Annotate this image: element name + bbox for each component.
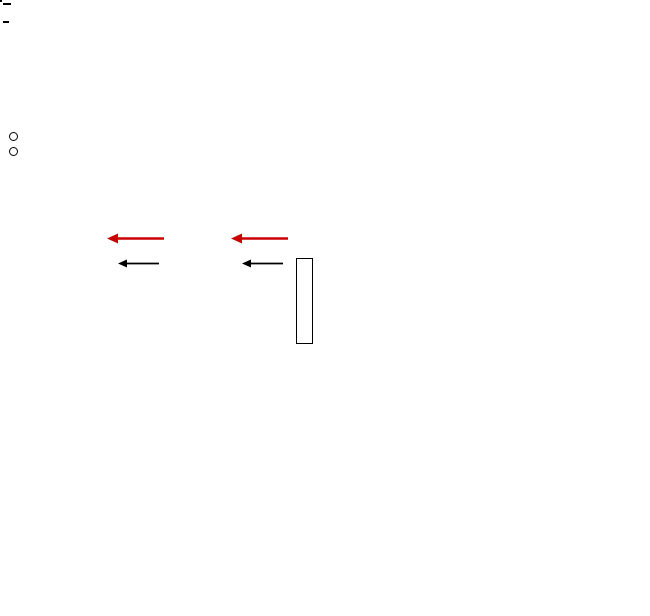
legend-marker-od82k — [9, 147, 18, 156]
panel-a-sample-label — [3, 21, 9, 23]
black-kink-arrow-d — [242, 256, 284, 268]
panel-g-mdc-width — [0, 0, 301, 151]
legend-item-od82k — [9, 144, 22, 159]
panel-g-canvas — [1, 1, 301, 151]
legend-item-od73k — [9, 129, 22, 144]
intensity-colorbar — [296, 258, 313, 344]
legend — [9, 129, 22, 159]
panel-d-letter — [3, 3, 11, 5]
red-kink-arrow-d — [231, 232, 289, 245]
black-kink-arrow-c — [118, 256, 160, 268]
red-kink-arrow-c — [107, 232, 165, 245]
legend-marker-od73k — [9, 132, 18, 141]
